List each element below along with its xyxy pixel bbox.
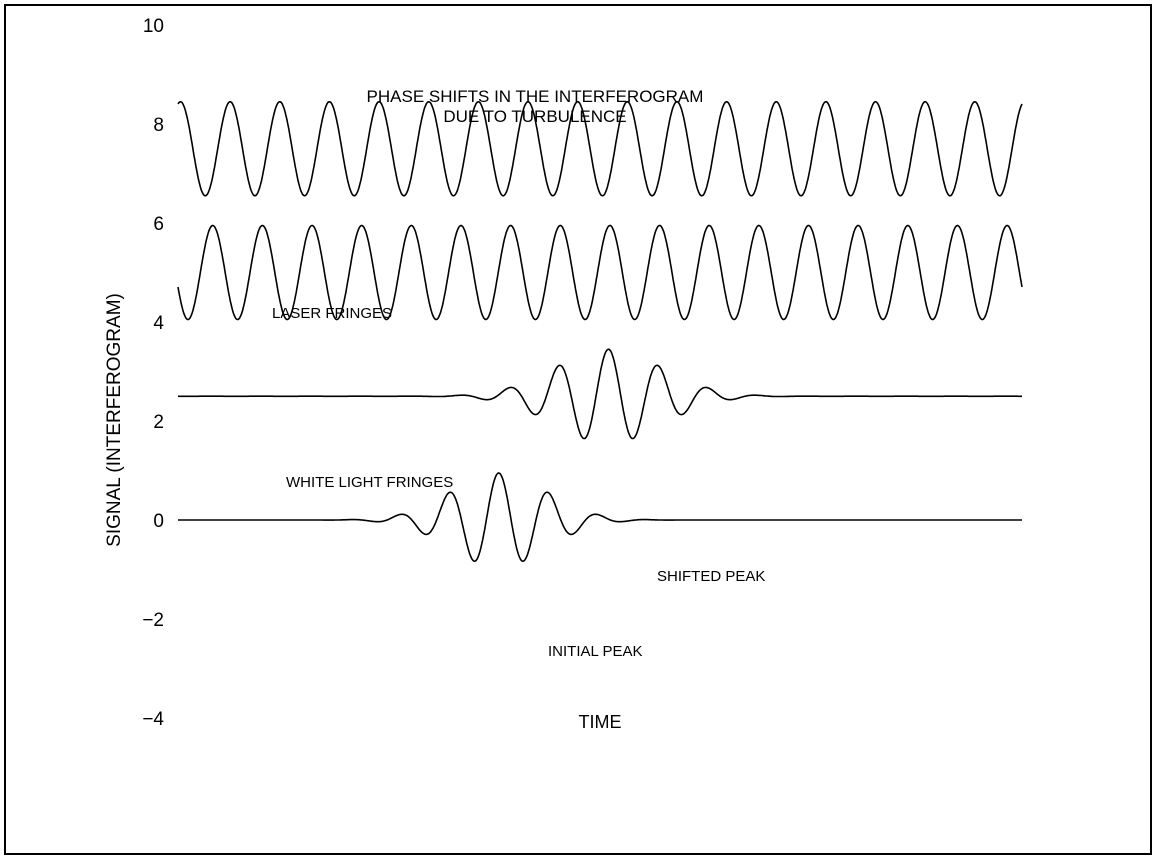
y-tick-label: 8 — [153, 115, 164, 136]
series-lines — [177, 100, 1023, 563]
white-light-fringes-annotation: WHITE LIGHT FRINGES — [286, 474, 453, 491]
laser-fringes-annotation: LASER FRINGES — [272, 305, 392, 322]
y-tick-labels: 10 8 6 4 2 0 −2 −4 — [142, 16, 164, 730]
initial-peak-annotation: INITIAL PEAK — [548, 643, 642, 660]
x-axis-label: TIME — [579, 712, 622, 732]
y-tick-label: −4 — [142, 709, 164, 730]
y-axis-label: SIGNAL (INTERFEROGRAM) — [104, 293, 125, 547]
chart-title-line1: PHASE SHIFTS IN THE INTERFEROGRAM — [367, 87, 704, 106]
y-tick-label: 4 — [153, 313, 164, 334]
series-line-1 — [177, 100, 1023, 197]
series-line-4 — [178, 472, 1022, 563]
y-tick-label: −2 — [142, 610, 164, 631]
chart-frame — [4, 4, 1152, 855]
y-tick-label: 0 — [153, 511, 164, 532]
shifted-peak-annotation: SHIFTED PEAK — [657, 568, 765, 585]
y-tick-label: 6 — [153, 214, 164, 235]
y-tick-label: 2 — [153, 412, 164, 433]
series-line-2 — [177, 224, 1023, 321]
y-tick-label: 10 — [143, 16, 164, 37]
series-line-3 — [178, 348, 1022, 440]
